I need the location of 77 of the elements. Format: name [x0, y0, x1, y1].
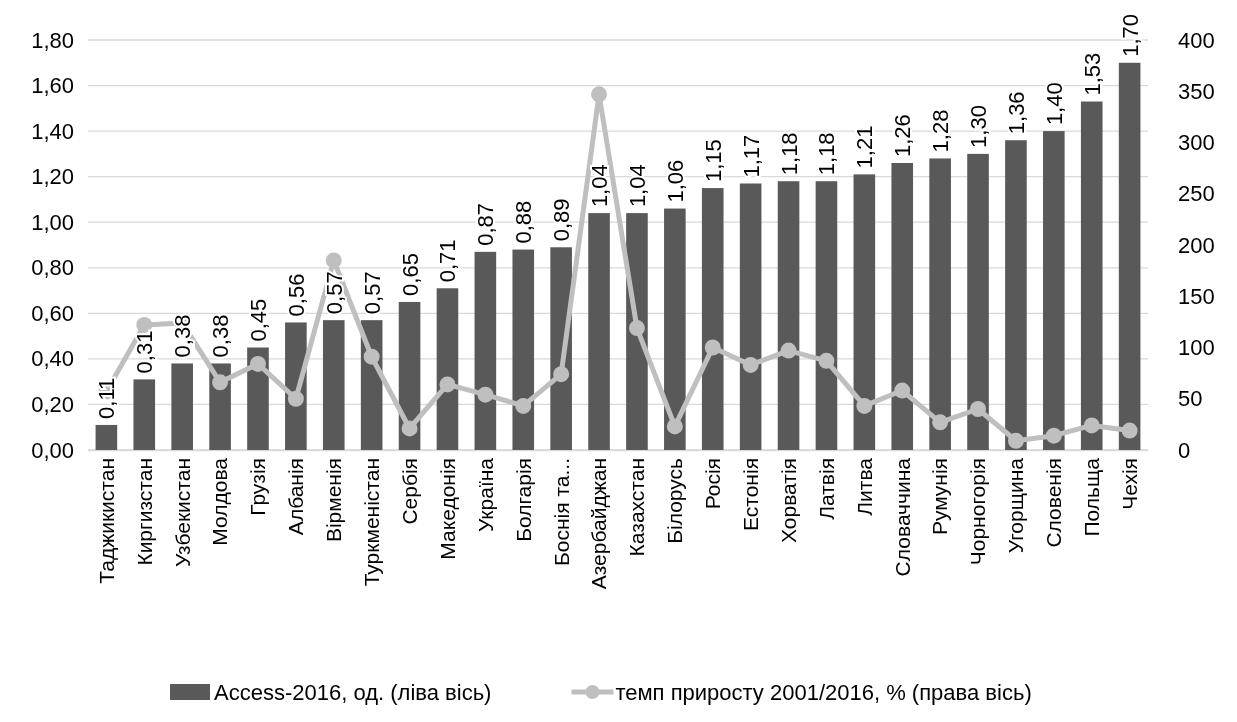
y-tick-label: 1,20 [31, 164, 74, 190]
data-label: 1,04 [587, 164, 613, 208]
data-label: 0,31 [132, 330, 158, 374]
data-label: 1,18 [814, 132, 840, 176]
data-label: 0,88 [511, 200, 537, 244]
y2-tick-label: 150 [1178, 283, 1215, 309]
data-label: 1,15 [700, 139, 726, 183]
y-tick-label: 1,40 [31, 118, 74, 144]
y2-tick-label: 50 [1178, 386, 1203, 412]
x-tick-label: Чехія [1117, 458, 1141, 510]
y2-tick-label: 0 [1178, 437, 1191, 463]
x-tick-label: Словенія [1042, 458, 1066, 548]
y2-tick-label: 350 [1178, 78, 1215, 104]
x-tick-label: Румунія [928, 458, 952, 536]
data-label: 1,06 [662, 159, 688, 203]
legend-label: Access-2016, од. (ліва вісь) [214, 680, 492, 705]
x-tick-label: Естонія [738, 458, 762, 531]
x-tick-label: Білорусь [663, 457, 687, 544]
x-tick-label: Хорватія [776, 458, 800, 543]
data-label: 0,65 [397, 253, 423, 296]
x-tick-label: Польща [1080, 457, 1104, 537]
data-label: 0,57 [359, 271, 385, 315]
y2-tick-label: 400 [1178, 27, 1215, 53]
data-label: 0,11 [94, 377, 120, 419]
x-tick-label: Азербайджан [587, 458, 611, 590]
x-tick-label: Литва [852, 457, 876, 516]
data-label: 1,21 [852, 125, 878, 169]
data-label: 1,53 [1079, 52, 1105, 96]
y-tick-label: 0,00 [31, 437, 74, 463]
y-tick-label: 1,60 [31, 73, 74, 99]
data-label: 0,45 [245, 298, 271, 342]
x-tick-label: Киргизстан [132, 458, 156, 566]
legend-label: темп приросту 2001/2016, % (права вісь) [615, 680, 1032, 705]
x-tick-label: Угорщина [1004, 457, 1028, 554]
data-label: 0,57 [321, 271, 347, 315]
x-tick-label: Молдова [208, 457, 232, 546]
y-tick-label: 1,80 [31, 27, 74, 53]
x-tick-label: Грузія [246, 458, 270, 516]
x-tick-label: Сербія [397, 458, 421, 525]
data-label: 0,89 [549, 198, 575, 242]
y-tick-label: 0,20 [31, 391, 74, 417]
y2-tick-label: 250 [1178, 181, 1215, 207]
data-label: 1,30 [966, 105, 992, 148]
x-tick-label: Чорногорія [966, 458, 990, 566]
y2-tick-label: 200 [1178, 232, 1215, 258]
data-label: 0,87 [473, 203, 499, 246]
data-label: 0,71 [435, 239, 461, 283]
data-label: 1,28 [928, 109, 954, 153]
data-label: 1,70 [1117, 13, 1143, 57]
data-label: 1,04 [624, 164, 650, 208]
x-tick-label: Македонія [435, 458, 459, 560]
y2-tick-label: 300 [1178, 130, 1215, 156]
y2-tick-label: 100 [1178, 335, 1215, 361]
x-tick-label: Албанія [284, 458, 308, 536]
x-tick-label: Вірменія [322, 458, 346, 543]
data-label: 1,40 [1041, 82, 1067, 126]
y-tick-label: 0,60 [31, 300, 74, 326]
x-tick-label: Болгарія [511, 458, 535, 542]
y-tick-label: 1,00 [31, 209, 74, 235]
x-tick-label: Узбекистан [170, 458, 194, 568]
x-tick-label: Латвія [814, 458, 838, 520]
x-tick-label: Таджикистан [94, 458, 118, 584]
data-label: 0,38 [208, 314, 234, 358]
data-label: 1,18 [776, 132, 802, 176]
x-tick-label: Туркменістан [360, 458, 384, 587]
x-tick-label: Словаччина [890, 457, 914, 577]
x-tick-label: Казахстан [625, 458, 649, 557]
data-label: 0,38 [170, 314, 196, 358]
data-label: 1,17 [738, 134, 764, 178]
y-tick-label: 0,80 [31, 255, 74, 281]
data-label: 1,36 [1003, 91, 1029, 135]
x-tick-label: Росія [701, 458, 725, 510]
data-label: 0,56 [283, 273, 309, 317]
data-label: 1,26 [890, 114, 916, 157]
y-tick-label: 0,40 [31, 346, 74, 372]
x-tick-label: Боснія та... [549, 458, 573, 566]
x-tick-label: Україна [473, 457, 497, 533]
